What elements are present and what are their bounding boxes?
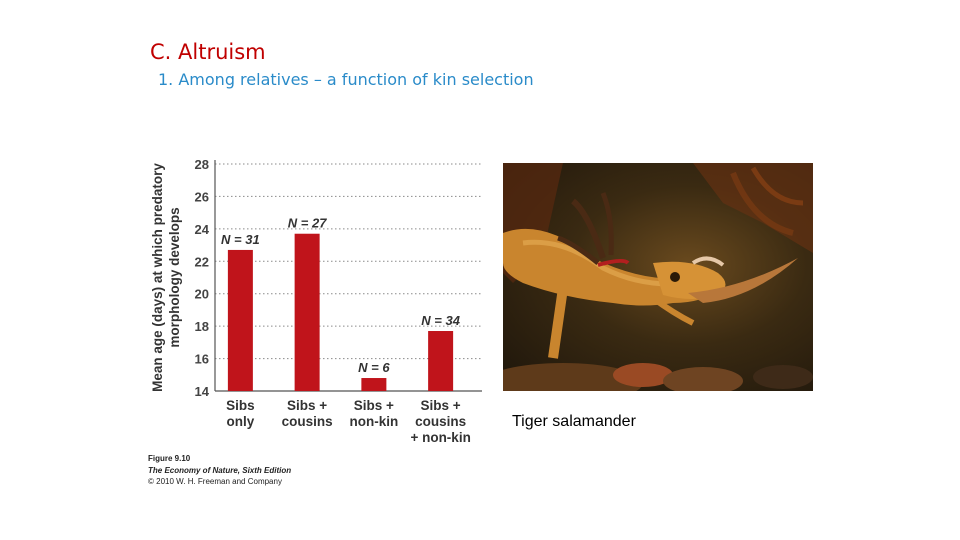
figure-number: Figure 9.10 (148, 454, 191, 463)
sample-size-label: N = 34 (421, 313, 460, 328)
salamander-photo (503, 163, 813, 391)
y-tick-label: 20 (195, 287, 209, 302)
y-tick-label: 26 (195, 189, 209, 204)
y-axis-label-line: morphology develops (167, 207, 182, 347)
salamander-illustration (503, 163, 813, 391)
x-category-label: Sibs (226, 398, 255, 413)
y-tick-label: 22 (195, 254, 209, 269)
bar (361, 378, 387, 391)
x-category-label: cousins (282, 414, 333, 429)
x-category-label: + non-kin (410, 430, 470, 445)
figure-credit: Figure 9.10 The Economy of Nature, Sixth… (148, 453, 291, 488)
sample-size-label: N = 27 (288, 216, 327, 231)
slide-subtitle: 1. Among relatives – a function of kin s… (158, 70, 534, 89)
y-tick-label: 18 (195, 319, 209, 334)
y-axis-label-line: Mean age (days) at which predatory (150, 163, 165, 392)
x-category-label: Sibs + (287, 398, 327, 413)
bar (227, 249, 253, 391)
x-category-label: Sibs + (354, 398, 394, 413)
slide-title: C. Altruism (150, 40, 266, 64)
figure-book-title: The Economy of Nature, Sixth Edition (148, 465, 292, 475)
bar (428, 331, 454, 391)
y-tick-label: 24 (195, 222, 210, 237)
x-category-label: non-kin (350, 414, 399, 429)
figure-copyright: © 2010 W. H. Freeman and Company (148, 477, 282, 486)
y-tick-label: 16 (195, 352, 209, 367)
photo-caption: Tiger salamander (512, 413, 636, 430)
sample-size-label: N = 6 (358, 360, 390, 375)
x-category-label: cousins (415, 414, 466, 429)
bar (294, 233, 320, 391)
y-tick-label: 28 (195, 157, 209, 172)
x-category-label: Sibs + (421, 398, 461, 413)
sample-size-label: N = 31 (221, 232, 260, 247)
bar-chart: 14 16 18 20 22 24 26 28 Mean age (days) at which… (150, 157, 482, 445)
y-tick-label: 14 (195, 384, 210, 399)
x-category-label: only (226, 414, 254, 429)
